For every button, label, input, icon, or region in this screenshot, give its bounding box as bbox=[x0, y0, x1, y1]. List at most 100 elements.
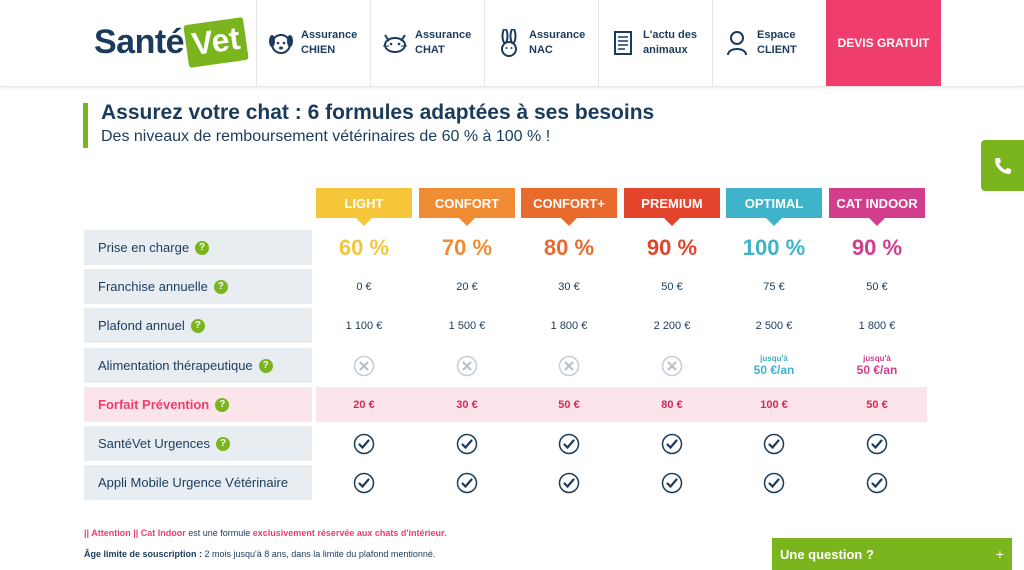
check-icon bbox=[661, 472, 683, 493]
help-icon[interactable]: ? bbox=[195, 240, 210, 255]
row-label-franchise: Franchise annuelle? bbox=[84, 269, 312, 304]
site-header: Santé Vet Assurance CHIEN Assurance CHAT A… bbox=[0, 0, 1024, 87]
nav-assurance-chat[interactable]: Assurance CHAT bbox=[370, 0, 484, 86]
devis-gratuit-button[interactable]: DEVIS GRATUIT bbox=[826, 0, 941, 86]
cell-alim bbox=[316, 348, 412, 383]
rabbit-icon bbox=[495, 29, 523, 57]
logo-text-sante: Santé bbox=[94, 22, 185, 61]
cell-appli bbox=[624, 465, 720, 500]
nav-assurance-chien[interactable]: Assurance CHIEN bbox=[256, 0, 370, 86]
nav-label: Assurance CHIEN bbox=[301, 29, 358, 56]
nav-espace-client[interactable]: Espace CLIENT bbox=[712, 0, 826, 86]
percentage-value: 90 % bbox=[851, 234, 903, 260]
cross-icon bbox=[661, 355, 683, 376]
check-icon bbox=[866, 472, 888, 493]
cell-franchise: 50 € bbox=[866, 280, 888, 293]
cell-appli bbox=[521, 465, 617, 500]
cell-plafond: 1 100 € bbox=[345, 319, 383, 332]
check-icon bbox=[763, 472, 785, 493]
plan-header-confort[interactable]: CONFORT bbox=[419, 188, 515, 226]
page-subtitle: Des niveaux de remboursement vétérinaire… bbox=[101, 128, 551, 145]
cell-alim bbox=[419, 348, 515, 383]
check-icon bbox=[866, 433, 888, 454]
cell-urgences bbox=[419, 426, 515, 461]
dog-icon bbox=[267, 29, 295, 57]
cell-alim bbox=[521, 348, 617, 383]
cell-plafond: 2 200 € bbox=[653, 319, 691, 332]
page-title: Assurez votre chat : 6 formules adaptées… bbox=[101, 101, 655, 124]
cell-prise: 60 % bbox=[316, 230, 412, 265]
chat-widget[interactable]: Une question ? + bbox=[772, 538, 1012, 570]
cell-urgences bbox=[521, 426, 617, 461]
chat-label: Une question ? bbox=[780, 546, 874, 562]
row-label-urgences: SantéVet Urgences? bbox=[84, 426, 312, 461]
nav-label: L'actu des animaux bbox=[643, 29, 697, 56]
cell-prise: 100 % bbox=[726, 230, 822, 265]
cell-plafond: 2 500 € bbox=[755, 319, 793, 332]
help-icon[interactable]: ? bbox=[215, 397, 230, 412]
cross-icon bbox=[456, 355, 478, 376]
cell-prevention: 80 € bbox=[661, 398, 683, 411]
plan-header-cat-indoor[interactable]: CAT INDOOR bbox=[829, 188, 925, 226]
newspaper-icon bbox=[609, 29, 637, 57]
cell-prise: 90 % bbox=[829, 230, 925, 265]
cell-appli bbox=[316, 465, 412, 500]
plan-header-premium[interactable]: PREMIUM bbox=[624, 188, 720, 226]
check-icon bbox=[558, 433, 580, 454]
prevention-row-bg bbox=[316, 387, 927, 422]
row-label-prevention: Forfait Prévention? bbox=[84, 387, 312, 422]
attention-note: || Attention || Cat Indoor est une formu… bbox=[84, 528, 448, 538]
cell-urgences bbox=[726, 426, 822, 461]
phone-contact-tab[interactable] bbox=[981, 140, 1024, 191]
help-icon[interactable]: ? bbox=[190, 318, 205, 333]
logo-text-vet: Vet bbox=[183, 16, 249, 68]
help-icon[interactable]: ? bbox=[216, 436, 231, 451]
cell-franchise: 30 € bbox=[558, 280, 580, 293]
check-icon bbox=[353, 472, 375, 493]
plan-header-light[interactable]: LIGHT bbox=[316, 188, 412, 226]
nav-label: Assurance NAC bbox=[529, 29, 586, 56]
percentage-value: 80 % bbox=[543, 234, 595, 260]
plan-header-confort-[interactable]: CONFORT+ bbox=[521, 188, 617, 226]
cell-prevention: 100 € bbox=[760, 398, 788, 411]
cell-plafond: 1 800 € bbox=[550, 319, 588, 332]
cell-alim: jusqu'à 50 €/an bbox=[829, 348, 925, 383]
nav-actu-animaux[interactable]: L'actu des animaux bbox=[598, 0, 712, 86]
help-icon[interactable]: ? bbox=[213, 279, 228, 294]
check-icon bbox=[353, 433, 375, 454]
cell-franchise: 0 € bbox=[356, 280, 372, 293]
row-label-plafond: Plafond annuel? bbox=[84, 308, 312, 343]
cell-urgences bbox=[829, 426, 925, 461]
percentage-value: 70 % bbox=[441, 234, 493, 260]
check-icon bbox=[661, 433, 683, 454]
row-label-prise: Prise en charge? bbox=[84, 230, 312, 265]
phone-icon bbox=[994, 157, 1011, 174]
row-label-appli: Appli Mobile Urgence Vétérinaire bbox=[84, 465, 312, 500]
help-icon[interactable]: ? bbox=[258, 358, 273, 373]
cell-prevention: 50 € bbox=[866, 398, 888, 411]
age-limit-note: Âge limite de souscription : 2 mois jusq… bbox=[84, 549, 436, 559]
cat-icon bbox=[381, 29, 409, 57]
alim-value: 50 €/an bbox=[753, 363, 795, 377]
cell-appli bbox=[419, 465, 515, 500]
plan-header-optimal[interactable]: OPTIMAL bbox=[726, 188, 822, 226]
cell-plafond: 1 500 € bbox=[448, 319, 486, 332]
check-icon bbox=[763, 433, 785, 454]
cell-plafond: 1 800 € bbox=[858, 319, 896, 332]
cell-alim: jusqu'à 50 €/an bbox=[726, 348, 822, 383]
alim-value: 50 €/an bbox=[856, 363, 898, 377]
cell-prise: 70 % bbox=[419, 230, 515, 265]
cell-urgences bbox=[316, 426, 412, 461]
cell-alim bbox=[624, 348, 720, 383]
cell-franchise: 50 € bbox=[661, 280, 683, 293]
cross-icon bbox=[353, 355, 375, 376]
cell-appli bbox=[726, 465, 822, 500]
check-icon bbox=[456, 472, 478, 493]
alim-prefix: jusqu'à bbox=[863, 354, 891, 363]
santevet-logo[interactable]: Santé Vet bbox=[94, 14, 249, 70]
title-accent-bar bbox=[83, 103, 88, 148]
cell-prevention: 20 € bbox=[353, 398, 375, 411]
percentage-value: 60 % bbox=[338, 234, 390, 260]
nav-assurance-nac[interactable]: Assurance NAC bbox=[484, 0, 598, 86]
cell-prevention: 30 € bbox=[456, 398, 478, 411]
